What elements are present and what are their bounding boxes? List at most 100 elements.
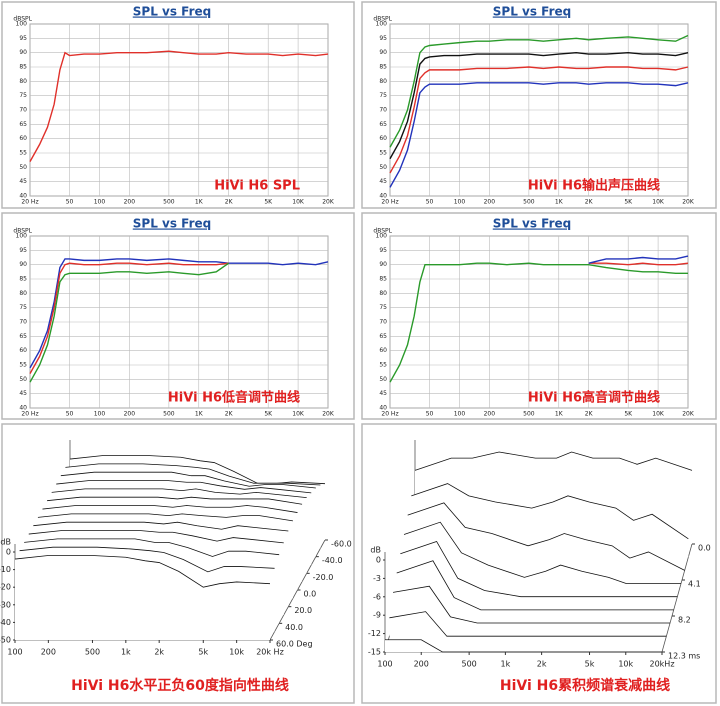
x-tick-label: 500	[523, 411, 535, 418]
y-tick-label: 45	[19, 390, 27, 397]
x-tick-label: 200	[124, 199, 136, 206]
y-axis-label: dB	[370, 546, 381, 555]
slice-line	[28, 530, 284, 544]
slice-line	[33, 521, 289, 532]
x-tick-label: 100	[94, 199, 106, 206]
panel-frame	[1, 1, 355, 209]
x-tick-label: 1k	[121, 648, 131, 657]
slice-surface	[15, 555, 270, 640]
y-tick-label: 95	[379, 35, 387, 42]
y-tick-label: 100	[16, 233, 28, 240]
chart-title: SPL vs Freq	[133, 217, 211, 231]
annotation: HiVi H6输出声压曲线	[528, 178, 660, 194]
series-line	[29, 262, 229, 374]
x-tick-label: 5K	[624, 411, 633, 418]
chart-title: SPL vs Freq	[493, 217, 571, 231]
x-tick-label: 20k Hz	[256, 648, 284, 657]
x-tick-label: 20K	[682, 199, 695, 206]
x-tick-label: 50	[66, 199, 74, 206]
x-tick-label: 2K	[225, 411, 234, 418]
y-tick-label: 50	[19, 164, 27, 171]
y-axis-label: dBSPL	[13, 16, 32, 23]
slice-line	[24, 538, 280, 557]
y-tick-label: 70	[379, 319, 387, 326]
x-tick-label: 50	[426, 199, 434, 206]
y-tick-label: 60	[19, 135, 27, 142]
series-line	[588, 255, 689, 264]
x-tick-label: 10k	[229, 648, 244, 657]
slice-surface	[407, 502, 685, 571]
slice-line	[389, 611, 667, 637]
x-tick-label: 100	[454, 411, 466, 418]
x-tick-label: 100	[377, 660, 392, 669]
z-tick-label: -20.0	[313, 573, 334, 582]
y-tick-label: 65	[19, 333, 27, 340]
z-tick-label: 20.0	[294, 606, 312, 615]
slice-line	[403, 521, 682, 584]
z-tick-label: 40.0	[285, 623, 303, 632]
y-tick-label: 40	[19, 405, 27, 412]
slice-line	[60, 471, 316, 489]
y-tick-label: 80	[379, 290, 387, 297]
x-tick-label: 20K	[682, 411, 695, 418]
y-tick-label: -3	[373, 574, 381, 583]
annotation: HiVi H6 SPL	[214, 179, 300, 194]
x-tick-label: 500	[163, 411, 175, 418]
y-tick-label: 100	[16, 21, 28, 28]
y-tick-label: 70	[19, 319, 27, 326]
x-tick-label: 200	[41, 648, 56, 657]
x-tick-label: 20K	[322, 199, 335, 206]
caption: HiVi H6累积频谱衰减曲线	[500, 677, 670, 694]
y-axis-label: dBSPL	[13, 228, 32, 235]
slice-line	[37, 513, 293, 522]
slice-line	[14, 555, 271, 588]
y-axis-label: dBSPL	[373, 16, 392, 23]
x-tick-label: 100	[94, 411, 106, 418]
x-tick-label: 10K	[652, 411, 665, 418]
y-tick-label: -10	[0, 565, 11, 574]
y-tick-label: 75	[379, 92, 387, 99]
x-tick-label: 10K	[652, 199, 665, 206]
slice-line	[65, 463, 321, 486]
slice-line	[392, 585, 671, 624]
y-tick-label: 50	[379, 376, 387, 383]
x-tick-label: 5K	[264, 199, 273, 206]
x-tick-label: 100	[7, 648, 22, 657]
x-tick-label: 5k	[585, 660, 595, 669]
x-tick-label: 1K	[555, 411, 564, 418]
y-tick-label: 0	[376, 556, 381, 565]
x-tick-label: 2K	[225, 199, 234, 206]
y-tick-label: 70	[19, 107, 27, 114]
y-tick-label: -12	[368, 629, 381, 638]
y-tick-label: -15	[368, 648, 381, 657]
x-tick-label: 2K	[585, 199, 594, 206]
y-tick-label: 40	[379, 193, 387, 200]
y-tick-label: 55	[19, 362, 27, 369]
y-tick-label: 90	[19, 261, 27, 268]
x-tick-label: 1K	[555, 199, 564, 206]
x-tick-label: 20 Hz	[381, 199, 398, 206]
slice-line	[411, 483, 689, 540]
y-tick-label: 60	[379, 347, 387, 354]
z-tick-label: 4.1	[688, 580, 701, 589]
x-tick-label: 500	[462, 660, 477, 669]
caption: HiVi H6水平正负60度指向性曲线	[71, 677, 289, 694]
y-tick-label: 75	[379, 304, 387, 311]
y-tick-label: 95	[19, 247, 27, 254]
y-tick-label: 45	[379, 178, 387, 185]
x-tick-label: 1k	[501, 660, 511, 669]
slice-surface	[389, 611, 667, 637]
y-tick-label: 60	[19, 347, 27, 354]
x-tick-label: 20 Hz	[381, 411, 398, 418]
x-tick-label: 5K	[624, 199, 633, 206]
y-tick-label: 50	[19, 376, 27, 383]
series-line	[29, 258, 329, 369]
x-tick-label: 2K	[585, 411, 594, 418]
y-tick-label: -50	[0, 636, 11, 645]
slice-line	[42, 505, 298, 513]
y-tick-label: 100	[376, 21, 388, 28]
series-line	[29, 262, 230, 383]
y-tick-label: 75	[19, 92, 27, 99]
series-line	[29, 50, 329, 162]
